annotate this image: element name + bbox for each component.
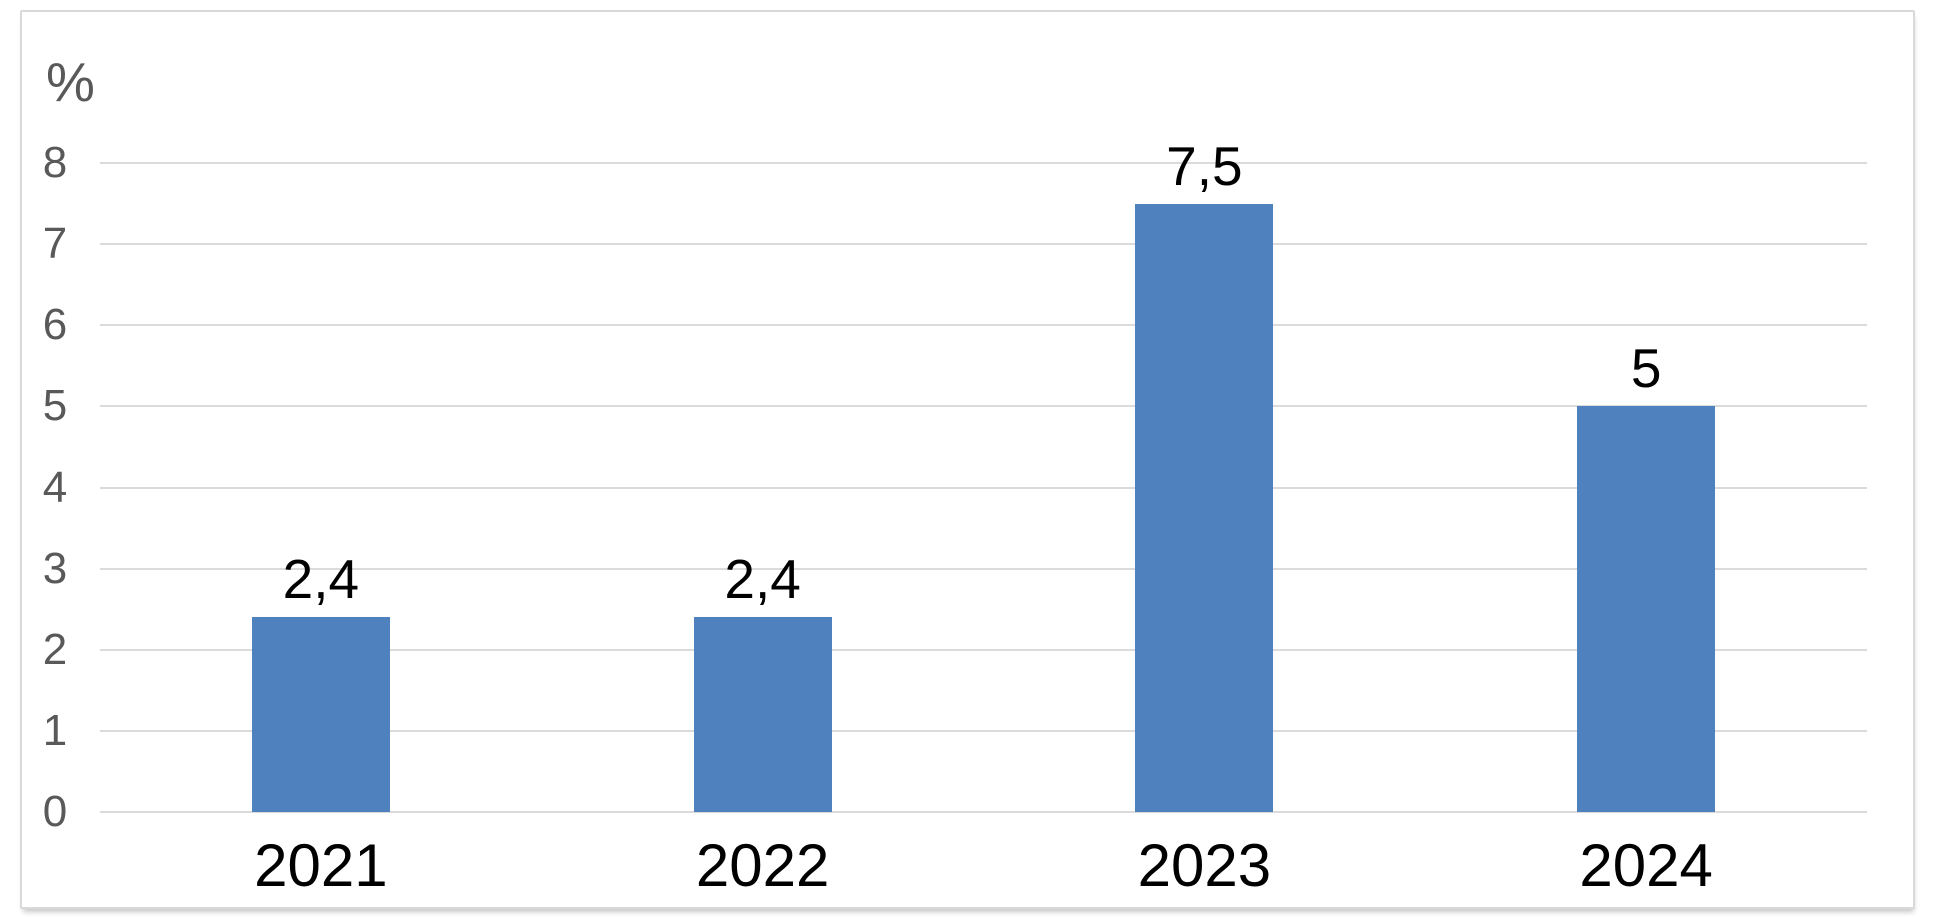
gridline-1: [100, 729, 1867, 732]
gridline-2: [100, 648, 1867, 651]
bar-value-label-2023: 7,5: [1166, 134, 1243, 197]
bar-2024: [1577, 406, 1716, 812]
y-tick-label-8: 8: [42, 138, 68, 187]
gridline-0: [100, 811, 1867, 813]
plot-area: 2,4 2021 2,4 2022 7,5 2023 5 2024: [100, 138, 1867, 896]
gridline-7: [100, 243, 1867, 246]
x-axis-label-2022: 2022: [695, 832, 830, 899]
gridline-6: [100, 324, 1867, 327]
bar-2022: [693, 617, 832, 812]
gridline-8: [100, 162, 1867, 164]
y-tick-label-0: 0: [42, 787, 68, 836]
x-axis-label-2021: 2021: [254, 832, 388, 899]
x-axis-label-2024: 2024: [1579, 832, 1713, 899]
gridline-5: [100, 405, 1867, 408]
bar-value-label-2021: 2,4: [282, 548, 360, 611]
bar-2023: [1135, 203, 1274, 812]
gridline-4: [100, 486, 1867, 489]
bar-2021: [251, 617, 390, 812]
y-tick-label-2: 2: [42, 624, 68, 674]
y-tick-label-5: 5: [42, 381, 68, 431]
y-axis-unit-label: %: [46, 51, 95, 113]
y-tick-label-6: 6: [42, 300, 68, 350]
y-tick-label-7: 7: [42, 219, 68, 269]
x-axis-label-2023: 2023: [1137, 832, 1272, 899]
y-tick-label-3: 3: [42, 543, 68, 593]
y-tick-label-1: 1: [42, 705, 68, 755]
bar-value-label-2024: 5: [1630, 337, 1662, 400]
gridline-3: [100, 567, 1867, 570]
y-tick-label-4: 4: [42, 462, 68, 512]
bar-value-label-2022: 2,4: [724, 548, 801, 611]
